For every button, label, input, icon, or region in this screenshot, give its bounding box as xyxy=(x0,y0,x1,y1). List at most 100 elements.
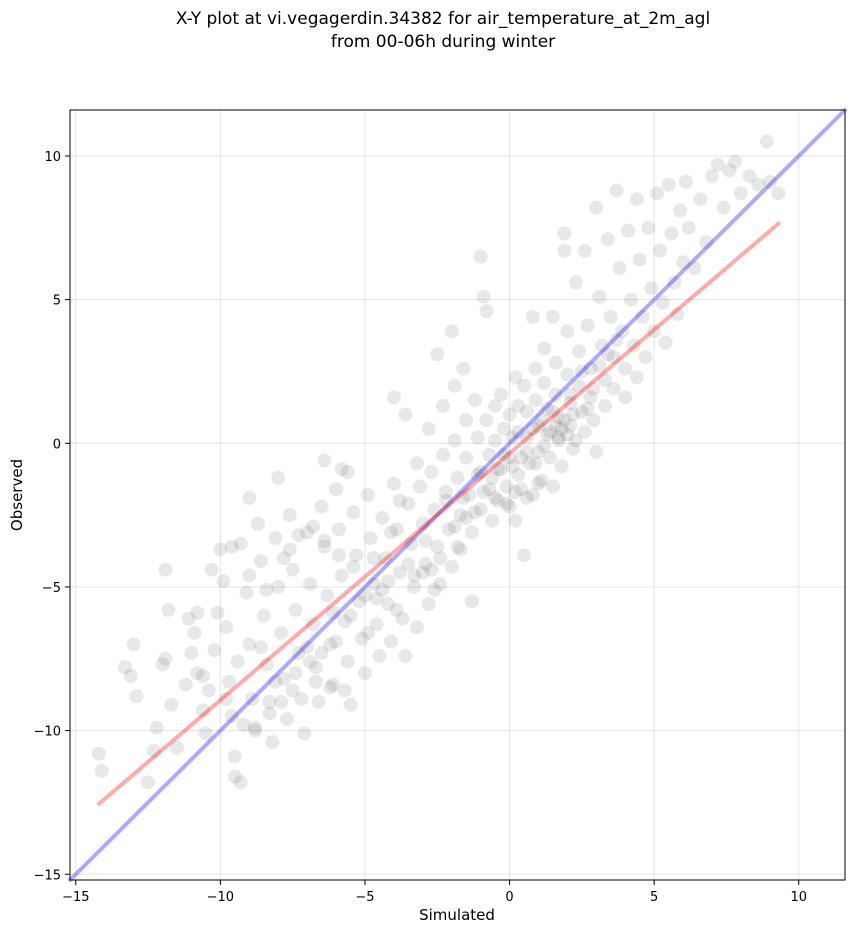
data-point xyxy=(389,522,404,537)
data-point xyxy=(300,525,315,540)
data-point xyxy=(196,703,211,718)
data-point xyxy=(392,493,407,508)
data-point xyxy=(146,743,161,758)
x-tick-label: −15 xyxy=(62,890,89,905)
fit-line xyxy=(96,221,781,806)
data-point xyxy=(537,341,552,356)
data-point xyxy=(444,559,459,574)
data-point xyxy=(733,186,748,201)
data-point xyxy=(534,473,549,488)
data-point xyxy=(219,691,234,706)
data-point xyxy=(499,479,514,494)
data-point xyxy=(574,404,589,419)
data-point xyxy=(543,450,558,465)
data-point xyxy=(178,677,193,692)
data-point xyxy=(670,306,685,321)
data-point xyxy=(427,582,442,597)
data-point xyxy=(401,496,416,511)
data-point xyxy=(288,666,303,681)
data-point xyxy=(268,674,283,689)
data-point xyxy=(493,462,508,477)
data-point xyxy=(597,398,612,413)
data-point xyxy=(346,559,361,574)
data-point xyxy=(282,508,297,523)
data-point xyxy=(563,396,578,411)
data-point xyxy=(525,421,540,436)
data-point xyxy=(464,594,479,609)
data-point xyxy=(638,350,653,365)
data-point xyxy=(239,585,254,600)
data-point xyxy=(421,597,436,612)
data-point xyxy=(248,723,263,738)
data-point xyxy=(201,683,216,698)
data-point xyxy=(459,450,474,465)
data-point xyxy=(762,174,777,189)
data-point xyxy=(164,697,179,712)
data-point xyxy=(242,490,257,505)
data-point xyxy=(337,683,352,698)
data-point xyxy=(580,401,595,416)
data-point xyxy=(583,390,598,405)
data-point xyxy=(398,407,413,422)
data-point xyxy=(91,746,106,761)
data-point xyxy=(427,502,442,517)
data-point xyxy=(386,476,401,491)
data-point xyxy=(230,654,245,669)
data-point xyxy=(337,614,352,629)
data-point xyxy=(571,378,586,393)
data-point xyxy=(473,502,488,517)
data-point xyxy=(467,393,482,408)
data-point xyxy=(357,666,372,681)
y-tick-label: −5 xyxy=(42,581,61,596)
data-point xyxy=(560,427,575,442)
data-point xyxy=(395,611,410,626)
data-point xyxy=(181,611,196,626)
data-point xyxy=(563,387,578,402)
data-point xyxy=(661,177,676,192)
data-point xyxy=(404,536,419,551)
data-point xyxy=(519,444,534,459)
data-point xyxy=(372,648,387,663)
data-point xyxy=(586,381,601,396)
data-point xyxy=(742,169,757,184)
data-point xyxy=(438,485,453,500)
data-point xyxy=(574,364,589,379)
data-point xyxy=(401,556,416,571)
data-point xyxy=(262,706,277,721)
data-point xyxy=(433,577,448,592)
data-point xyxy=(190,666,205,681)
data-point xyxy=(381,597,396,612)
data-point xyxy=(398,648,413,663)
data-point xyxy=(496,447,511,462)
data-point xyxy=(436,398,451,413)
data-point xyxy=(528,361,543,376)
data-point xyxy=(606,350,621,365)
data-point xyxy=(308,674,323,689)
data-point xyxy=(410,620,425,635)
data-point xyxy=(548,387,563,402)
data-point xyxy=(693,192,708,207)
data-point xyxy=(592,289,607,304)
data-point xyxy=(626,338,641,353)
data-point xyxy=(389,602,404,617)
data-point xyxy=(618,361,633,376)
data-point xyxy=(751,177,766,192)
data-point xyxy=(548,355,563,370)
data-point xyxy=(557,226,572,241)
identity-line xyxy=(68,108,847,882)
data-point xyxy=(386,390,401,405)
data-point xyxy=(184,646,199,661)
data-point xyxy=(438,493,453,508)
data-point xyxy=(586,413,601,428)
data-point xyxy=(375,510,390,525)
data-point xyxy=(771,186,786,201)
data-point xyxy=(502,499,517,514)
y-tick-label: −10 xyxy=(34,725,61,740)
data-point xyxy=(441,522,456,537)
data-point xyxy=(488,490,503,505)
data-point xyxy=(557,413,572,428)
data-point xyxy=(502,450,517,465)
x-tick-label: 5 xyxy=(650,890,658,905)
data-point xyxy=(421,421,436,436)
data-point xyxy=(407,579,422,594)
